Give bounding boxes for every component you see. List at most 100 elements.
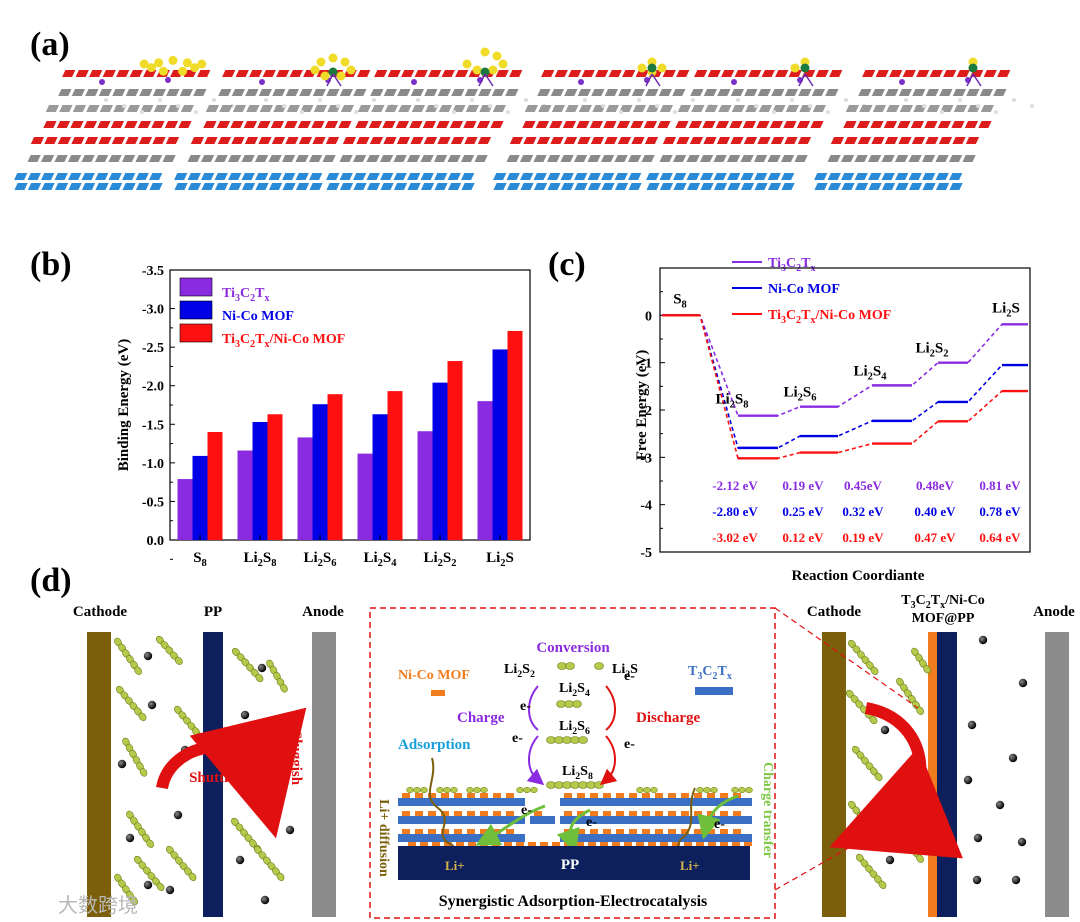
charge-transfer-label: Charge transfer <box>760 762 775 858</box>
atom-layer-0 <box>608 70 622 77</box>
atom-layer-4 <box>57 137 72 144</box>
charge-transfer-arrow <box>556 808 591 854</box>
sulfur-bead <box>255 673 264 683</box>
atom-layer-3 <box>324 121 339 128</box>
atom-layer-4 <box>925 137 939 144</box>
atom-layer-7 <box>854 183 869 190</box>
atom-layer-0 <box>129 70 143 77</box>
sulfur-bead <box>594 662 604 670</box>
atom-layer-4 <box>111 137 126 144</box>
atom-layer-6 <box>841 173 855 180</box>
mof-particle <box>428 811 436 816</box>
nico-legend-label: Ni-Co MOF <box>398 668 470 683</box>
atom-layer-7 <box>214 183 229 190</box>
structure-s8 <box>14 55 234 190</box>
x-tick-label: Li2S6 <box>303 550 336 569</box>
mof-particle <box>467 829 475 834</box>
atom-layer-0 <box>676 70 690 77</box>
atom-layer-2 <box>980 105 995 112</box>
watermark: 大数跨境 <box>58 894 138 917</box>
atom-layer-5 <box>227 155 242 162</box>
mof-particle <box>655 793 663 798</box>
sulfur-bead <box>557 662 567 670</box>
atom-layer-4 <box>770 137 785 144</box>
atom-layer-2 <box>812 105 827 112</box>
atom-layer-4 <box>165 137 180 144</box>
li-ion <box>143 651 153 661</box>
atom-layer-6 <box>727 173 741 180</box>
li-ion <box>147 700 157 710</box>
atom-layer-4 <box>617 137 632 144</box>
atom-layer-0 <box>387 70 401 77</box>
adsorbed-polysulfide <box>480 786 488 794</box>
hydrogen-atom <box>655 104 659 108</box>
atom-layer-6 <box>506 173 520 180</box>
atom-layer-3 <box>56 121 71 128</box>
atom-layer-3 <box>311 121 325 128</box>
atom-layer-2 <box>845 105 860 112</box>
atom-layer-6 <box>587 173 601 180</box>
hydrogen-atom <box>282 104 286 108</box>
atom-layer-3 <box>951 121 965 128</box>
adsorbed-polysulfide <box>738 786 746 794</box>
atom-layer-5 <box>187 155 201 162</box>
mof-particle <box>492 842 500 846</box>
atom-layer-1 <box>784 89 798 96</box>
hydrogen-atom <box>524 98 528 102</box>
mof-particle <box>733 829 741 834</box>
y-tick-label: -2 <box>640 404 652 419</box>
hydrogen-atom <box>808 104 812 108</box>
atom-layer-7 <box>547 183 561 190</box>
atom-layer-3 <box>562 121 577 128</box>
hydrogen-atom <box>619 110 623 114</box>
pp-substrate-label: PP <box>561 857 579 873</box>
atom-layer-4 <box>797 137 812 144</box>
atom-layer-3 <box>576 121 590 128</box>
atom-layer-1 <box>925 89 939 96</box>
atom-layer-0 <box>116 70 130 77</box>
polysulfide-chain <box>116 685 147 721</box>
atom-layer-4 <box>138 137 153 144</box>
atom-layer-3 <box>870 121 884 128</box>
atom-layer-4 <box>30 137 45 144</box>
sulfur-bead <box>878 880 887 889</box>
atom-layer-1 <box>577 89 591 96</box>
atom-layer-5 <box>659 155 673 162</box>
y-tick-label: -1.5 <box>142 418 164 433</box>
atom-layer-2 <box>899 105 914 112</box>
atom-layer-0 <box>761 70 775 77</box>
species-li2s6: Li2S6 <box>559 719 590 737</box>
atom-layer-6 <box>201 173 215 180</box>
mof-particle <box>655 811 663 816</box>
mof-particle <box>642 811 650 816</box>
x-tick-label: Li2S <box>486 550 514 569</box>
energy-profile-ti3c2tx-ni-co-mof <box>662 314 1028 460</box>
atom-layer-4 <box>369 137 384 144</box>
atom-layer-0 <box>262 70 276 77</box>
hydrogen-atom <box>470 98 474 102</box>
sulfur-atom <box>158 66 168 76</box>
atom-layer-4 <box>662 137 677 144</box>
atom-layer-5 <box>135 155 149 162</box>
atom-layer-5 <box>560 155 574 162</box>
atom-layer-7 <box>54 183 69 190</box>
adsorbed-polysulfide <box>413 786 421 794</box>
atom-layer-5 <box>94 155 109 162</box>
species-label: Li2S8 <box>715 392 748 411</box>
atom-layer-6 <box>282 173 296 180</box>
atom-layer-5 <box>474 155 488 162</box>
li-ion <box>972 875 982 885</box>
atom-layer-3 <box>657 121 671 128</box>
atom-layer-1 <box>858 89 872 96</box>
atom-layer-5 <box>881 155 895 162</box>
atom-layer-6 <box>214 173 228 180</box>
atom-layer-4 <box>312 137 326 144</box>
li-ion <box>1017 837 1027 847</box>
mof-particle <box>402 829 410 834</box>
atom-layer-7 <box>366 183 381 190</box>
legend-swatch <box>179 277 213 297</box>
atom-layer-2 <box>565 105 579 112</box>
hydrogen-atom <box>637 98 641 102</box>
electron-label: e- <box>520 699 531 714</box>
atom-layer-1 <box>993 89 1007 96</box>
